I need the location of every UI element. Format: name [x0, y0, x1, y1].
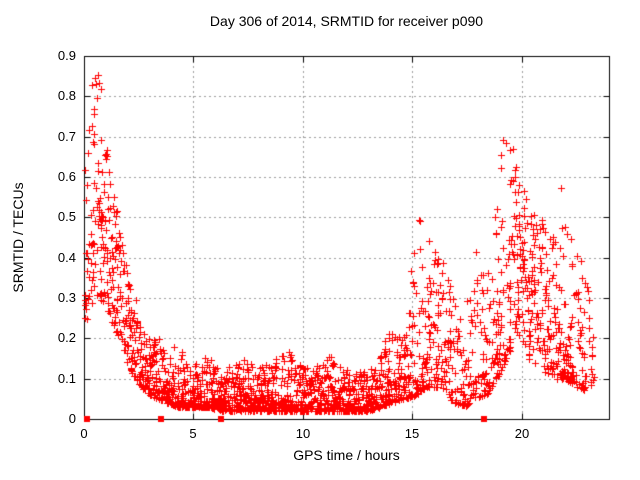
y-tick-label: 0.1: [57, 371, 76, 386]
y-tick-label: 0.5: [57, 209, 76, 224]
x-tick-label: 15: [404, 426, 420, 441]
x-axis-label: GPS time / hours: [293, 447, 400, 463]
y-tick-label: 0.7: [57, 129, 76, 144]
x-tick-label: 5: [189, 426, 197, 441]
y-tick-label: 0: [68, 411, 76, 426]
x-tick-label: 10: [295, 426, 311, 441]
x-tick-label: 0: [80, 426, 88, 441]
y-tick-label: 0.4: [57, 250, 76, 265]
y-tick-label: 0.8: [57, 88, 76, 103]
y-tick-label: 0.3: [57, 290, 76, 305]
y-axis-label: SRMTID / TECUs: [10, 182, 26, 293]
y-tick-label: 0.2: [57, 330, 76, 345]
y-tick-label: 0.6: [57, 169, 76, 184]
chart-title: Day 306 of 2014, SRMTID for receiver p09…: [209, 13, 484, 29]
x-tick-label: 20: [514, 426, 530, 441]
y-tick-label: 0.9: [57, 48, 76, 63]
